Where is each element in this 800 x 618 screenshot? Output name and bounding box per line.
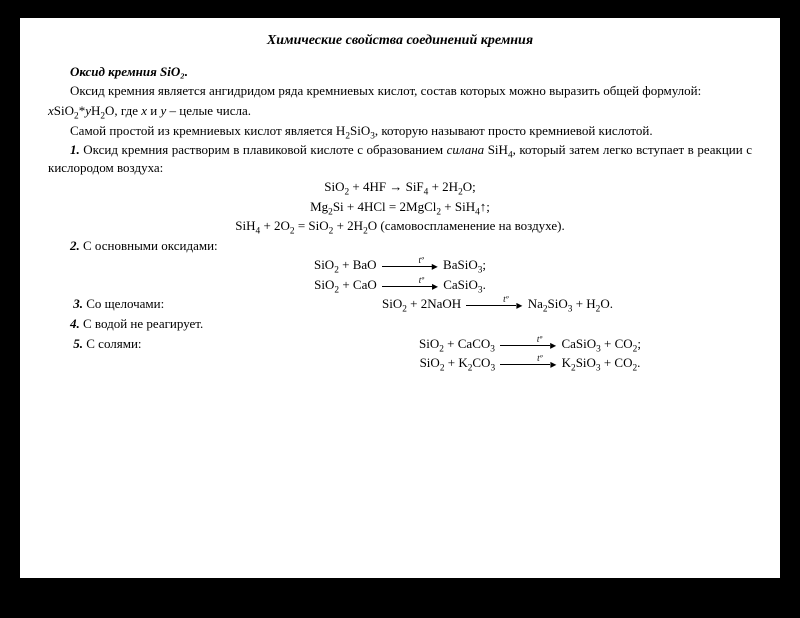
section-4: 4. С водой не реагирует. [48, 315, 752, 333]
equation-5: SiO2 + CaO tº ▸ CaSiO3. [48, 276, 752, 294]
section-4-text: С водой не реагирует. [80, 316, 204, 331]
eq8-left: SiO2 + K2CO3 [420, 355, 496, 370]
equation-2: Mg2Si + 4HCl = 2MgCl2 + SiH4↑; [48, 198, 752, 216]
section-3-row: 3. Со щелочами: SiO2 + 2NaOH tº ▸ Na2SiO… [48, 295, 752, 313]
arrow-label: tº [537, 354, 542, 363]
equation-4: SiO2 + BaO tº ▸ BaSiO3; [48, 256, 752, 274]
section-1: 1. Оксид кремния растворим в плавиковой … [48, 141, 752, 176]
equation-7: SiO2 + CaCO3 tº ▸ CaSiO3 + CO2; [308, 335, 752, 353]
equation-8: SiO2 + K2CO3 tº ▸ K2SiO3 + CO2. [48, 354, 752, 372]
section-3-number: 3. [73, 296, 83, 311]
eq5-left: SiO2 + CaO [314, 277, 377, 292]
arrow-label: tº [419, 276, 424, 285]
eq6-right: Na2SiO3 + H2O. [528, 296, 613, 311]
eq7-right: CaSiO3 + CO2; [561, 336, 641, 351]
eq6-left: SiO2 + 2NaOH [382, 296, 461, 311]
eq8-right: K2SiO3 + CO2. [562, 355, 641, 370]
section-2: 2. С основными оксидами: [48, 237, 752, 255]
equation-1: SiO2 + 4HF → SiF4 + 2H2O; [48, 178, 752, 196]
eq4-left: SiO2 + BaO [314, 257, 377, 272]
equation-3: SiH4 + 2O2 = SiO2 + 2H2O (самовоспламене… [48, 217, 752, 235]
arrow-label: tº [419, 256, 424, 265]
general-formula: xSiO2*yH2O, где x и y – целые числа. [48, 102, 752, 120]
eq5-right: CaSiO3. [443, 277, 486, 292]
section-1-text: Оксид кремния растворим в плавиковой кис… [80, 142, 447, 157]
section-subtitle: Оксид кремния SiO₂. [48, 63, 752, 81]
section-4-number: 4. [70, 316, 80, 331]
silana-word: силана [447, 142, 485, 157]
section-5-row: 5. С солями: SiO2 + CaCO3 tº ▸ CaSiO3 + … [48, 335, 752, 353]
section-2-text: С основными оксидами: [80, 238, 218, 253]
section-2-number: 2. [70, 238, 80, 253]
equation-6: SiO2 + 2NaOH tº ▸ Na2SiO3 + H2O. [243, 295, 752, 313]
arrow-label: tº [503, 295, 508, 304]
intro-paragraph-2: Самой простой из кремниевых кислот являе… [48, 122, 752, 140]
page-title: Химические свойства соединений кремния [48, 32, 752, 51]
section-1-number: 1. [70, 142, 80, 157]
section-5-number: 5. [73, 336, 83, 351]
eq4-right: BaSiO3; [443, 257, 486, 272]
eq7-left: SiO2 + CaCO3 [419, 336, 495, 351]
intro-paragraph-1: Оксид кремния является ангидридом ряда к… [48, 82, 752, 100]
section-3-text: Со щелочами: [83, 296, 164, 311]
section-5-text: С солями: [83, 336, 142, 351]
arrow-label: tº [537, 335, 542, 344]
document-page: Химические свойства соединений кремния О… [20, 18, 780, 578]
